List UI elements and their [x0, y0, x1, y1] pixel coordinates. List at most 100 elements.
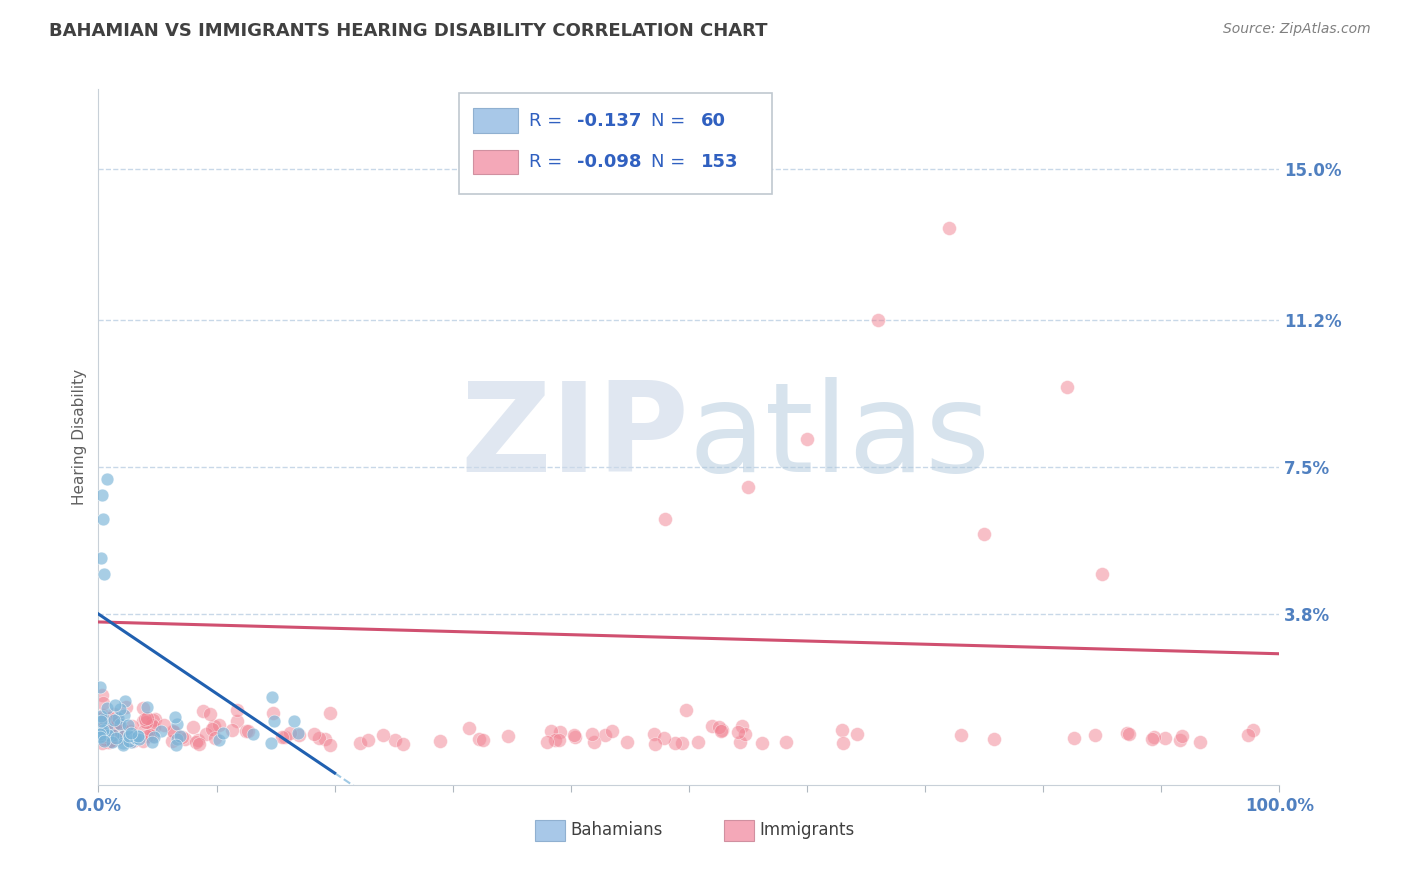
Point — [125, 731, 148, 745]
Point — [108, 716, 131, 731]
Point — [686, 735, 709, 749]
Point — [262, 706, 284, 720]
Point — [1118, 727, 1140, 741]
Point — [103, 732, 125, 747]
FancyBboxPatch shape — [472, 108, 517, 133]
Point — [105, 711, 128, 725]
Point — [120, 735, 142, 749]
Point — [654, 511, 676, 525]
Point — [96, 472, 118, 486]
Point — [91, 697, 114, 711]
Point — [132, 714, 155, 728]
Point — [710, 723, 733, 738]
Point — [112, 730, 135, 744]
Point — [108, 701, 131, 715]
Point — [540, 724, 562, 739]
Point — [548, 733, 571, 747]
Point — [150, 723, 173, 738]
Point — [186, 733, 208, 747]
Point — [135, 714, 157, 729]
Point — [734, 726, 756, 740]
Point — [458, 722, 481, 736]
Point — [731, 719, 754, 733]
Text: -0.098: -0.098 — [576, 153, 641, 171]
Point — [127, 730, 149, 744]
Point — [96, 700, 118, 714]
Point — [271, 730, 294, 744]
Point — [308, 731, 330, 746]
Point — [89, 711, 111, 725]
Point — [107, 711, 129, 725]
Point — [1237, 728, 1260, 742]
Point — [103, 730, 125, 744]
Point — [775, 734, 797, 748]
Point — [1115, 726, 1137, 740]
FancyBboxPatch shape — [458, 93, 772, 194]
Point — [89, 712, 111, 726]
Point — [283, 714, 305, 729]
Point — [242, 727, 264, 741]
Point — [90, 714, 112, 729]
Point — [263, 714, 285, 728]
Point — [132, 700, 155, 714]
Point — [112, 729, 135, 743]
Point — [142, 713, 165, 727]
Point — [96, 723, 118, 737]
Point — [97, 734, 120, 748]
Point — [973, 527, 995, 541]
Point — [101, 723, 124, 738]
Point — [468, 731, 491, 746]
Point — [114, 694, 136, 708]
Point — [357, 733, 380, 747]
Point — [600, 724, 623, 739]
FancyBboxPatch shape — [536, 820, 565, 840]
Point — [1091, 567, 1114, 582]
Point — [111, 723, 134, 737]
Point — [582, 735, 605, 749]
Point — [97, 728, 120, 742]
Point — [194, 726, 217, 740]
Point — [700, 719, 723, 733]
Point — [225, 702, 247, 716]
Point — [103, 727, 125, 741]
Text: N =: N = — [651, 112, 692, 129]
Point — [98, 734, 121, 748]
Point — [107, 731, 129, 745]
Point — [124, 731, 146, 746]
Text: -0.137: -0.137 — [576, 112, 641, 129]
Point — [118, 723, 141, 738]
Point — [202, 719, 225, 733]
Point — [751, 736, 773, 750]
Point — [260, 690, 283, 705]
Text: BAHAMIAN VS IMMIGRANTS HEARING DISABILITY CORRELATION CHART: BAHAMIAN VS IMMIGRANTS HEARING DISABILIT… — [49, 22, 768, 40]
Point — [201, 722, 224, 736]
Point — [643, 727, 665, 741]
Point — [204, 731, 226, 746]
Point — [671, 736, 693, 750]
Point — [143, 713, 166, 727]
Text: 60: 60 — [700, 112, 725, 129]
Point — [128, 732, 150, 747]
Point — [96, 721, 118, 735]
Point — [675, 703, 697, 717]
Point — [166, 717, 188, 731]
Point — [384, 732, 406, 747]
Text: R =: R = — [530, 153, 568, 171]
Point — [103, 728, 125, 742]
Point — [564, 730, 586, 744]
Point — [728, 735, 751, 749]
Point — [127, 729, 149, 743]
Point — [89, 729, 111, 743]
Point — [188, 737, 211, 751]
Point — [595, 728, 617, 742]
Point — [314, 731, 336, 746]
Point — [562, 728, 585, 742]
Point — [90, 735, 112, 749]
Point — [319, 738, 342, 752]
Point — [831, 736, 853, 750]
Point — [105, 723, 128, 738]
Text: Bahamians: Bahamians — [571, 822, 664, 839]
Point — [104, 725, 127, 739]
Point — [221, 723, 243, 738]
Point — [89, 681, 111, 695]
